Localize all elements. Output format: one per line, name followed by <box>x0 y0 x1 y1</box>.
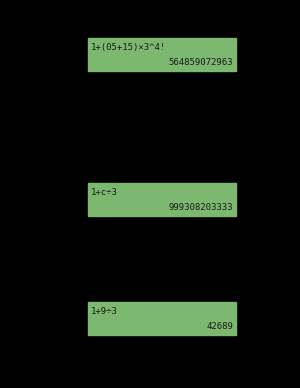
Text: --: -- <box>90 176 96 181</box>
Text: --: -- <box>90 295 96 300</box>
Text: 564859072963: 564859072963 <box>169 58 233 67</box>
Bar <box>88 302 236 335</box>
Text: --: -- <box>90 31 96 36</box>
Text: 42689: 42689 <box>206 322 233 331</box>
Text: 1+c÷3: 1+c÷3 <box>91 189 118 197</box>
Text: 999308203333: 999308203333 <box>169 203 233 212</box>
Text: 1+9÷3: 1+9÷3 <box>91 307 118 316</box>
Bar <box>88 38 236 71</box>
Bar <box>88 183 236 216</box>
Text: 1+(05+15)×3^4!: 1+(05+15)×3^4! <box>91 43 166 52</box>
